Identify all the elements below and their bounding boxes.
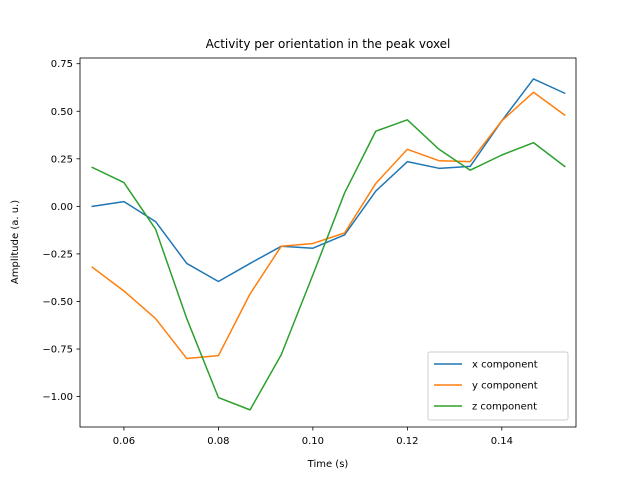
legend-entry-0: x component (472, 360, 538, 371)
y-tick-label: −0.25 (42, 249, 73, 260)
series-line-2 (91, 119, 566, 411)
y-axis-label: Amplitude (a. u.) (10, 200, 21, 284)
x-tick-label: 0.06 (113, 436, 135, 447)
x-tick-label: 0.08 (207, 436, 229, 447)
x-axis-ticks: 0.06 0.08 0.10 0.12 0.14 (113, 427, 513, 447)
y-tick-label: 0.00 (51, 202, 73, 213)
y-tick-label: 0.25 (51, 154, 73, 165)
y-tick-label: 0.50 (51, 107, 73, 118)
series-line-1 (91, 91, 566, 360)
legend-box (427, 351, 569, 421)
y-axis-ticks: 0.75 0.50 0.25 0.00 −0.25 −0.50 −0.75 −1.00 (42, 59, 80, 403)
y-tick-label: 0.75 (51, 59, 73, 70)
y-tick-label: −1.00 (42, 392, 73, 403)
legend-entry-2: z component (472, 402, 537, 413)
y-tick-label: −0.75 (42, 345, 73, 356)
legend: x component y component z component (427, 351, 569, 421)
x-tick-label: 0.12 (396, 436, 418, 447)
series-line-0 (91, 78, 566, 283)
y-tick-label: −0.50 (42, 297, 73, 308)
x-tick-label: 0.14 (491, 436, 513, 447)
plot-frame (79, 57, 577, 428)
x-tick-label: 0.10 (302, 436, 324, 447)
x-axis-label: Time (s) (307, 459, 349, 470)
legend-entry-1: y component (472, 381, 538, 392)
plot-lines (91, 78, 566, 411)
chart-title: Activity per orientation in the peak vox… (206, 37, 451, 51)
